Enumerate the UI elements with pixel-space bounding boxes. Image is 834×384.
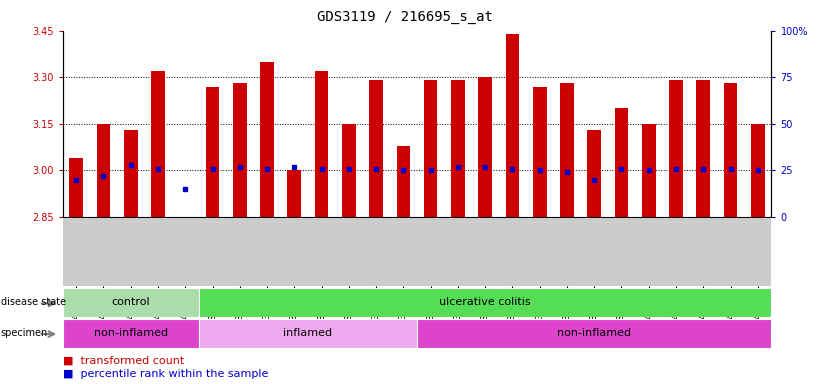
Bar <box>417 319 771 348</box>
Bar <box>751 124 765 217</box>
Bar <box>342 124 355 217</box>
Bar <box>533 87 546 217</box>
Text: ulcerative colitis: ulcerative colitis <box>440 297 531 308</box>
Text: non-inflamed: non-inflamed <box>557 328 631 338</box>
Bar <box>369 80 383 217</box>
Text: disease state: disease state <box>1 297 66 308</box>
Bar <box>696 80 710 217</box>
Text: ■  transformed count: ■ transformed count <box>63 355 183 365</box>
Bar <box>314 71 329 217</box>
Bar <box>69 158 83 217</box>
Text: inflamed: inflamed <box>284 328 333 338</box>
Bar <box>396 146 410 217</box>
Bar <box>615 108 628 217</box>
Bar <box>587 130 601 217</box>
Bar <box>206 87 219 217</box>
Text: control: control <box>112 297 150 308</box>
Bar <box>505 34 520 217</box>
Bar <box>151 71 165 217</box>
Text: non-inflamed: non-inflamed <box>93 328 168 338</box>
Bar <box>63 319 198 348</box>
Bar <box>63 288 198 317</box>
Bar <box>97 124 110 217</box>
Bar <box>479 77 492 217</box>
Bar <box>124 130 138 217</box>
Bar <box>642 124 656 217</box>
Bar <box>669 80 683 217</box>
Bar <box>560 83 574 217</box>
Bar <box>198 288 771 317</box>
Bar <box>424 80 438 217</box>
Bar <box>233 83 247 217</box>
Bar <box>724 83 737 217</box>
Text: specimen: specimen <box>1 328 48 338</box>
Bar <box>260 62 274 217</box>
Bar <box>198 319 417 348</box>
Bar <box>451 80 465 217</box>
Bar <box>288 170 301 217</box>
Text: ■  percentile rank within the sample: ■ percentile rank within the sample <box>63 369 268 379</box>
Text: GDS3119 / 216695_s_at: GDS3119 / 216695_s_at <box>317 10 493 23</box>
